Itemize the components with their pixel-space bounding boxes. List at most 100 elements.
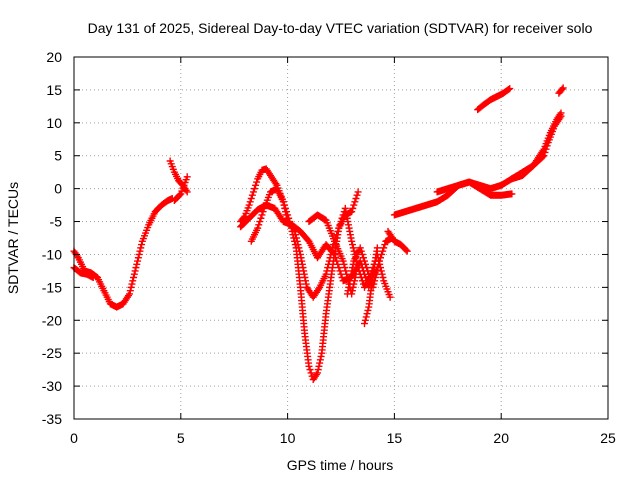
data-point [349,204,357,212]
data-point [258,211,266,219]
data-point [134,254,142,262]
y-tick-label: -15 [42,279,62,295]
data-point [541,148,549,156]
data-series [247,185,362,301]
data-point [361,316,369,324]
data-point [279,198,287,206]
data-point [348,208,356,216]
data-point [183,173,191,181]
x-tick-label: 20 [493,430,509,446]
data-point [252,181,260,189]
y-axis-label: SDTVAR / TECUs [5,182,21,294]
data-point [305,362,313,370]
data-points [70,84,567,384]
data-point [327,250,335,258]
data-series [170,173,191,204]
data-point [131,267,139,275]
data-point [362,260,370,268]
data-point [291,227,299,235]
data-point [127,283,135,291]
data-point [334,260,342,268]
data-point [373,244,381,252]
x-tick-label: 15 [387,430,403,446]
y-tick-label: 0 [54,181,62,197]
data-point [325,257,333,265]
data-point [360,320,368,328]
tick-labels: 0 5 10 15 20 25 -35 -30 -25 -20 -15 -10 -5 0 5 10 15 20 [42,49,616,446]
grid-lines [74,57,608,419]
data-point [294,241,302,249]
data-point [306,366,314,374]
data-point [282,211,290,219]
data-point [290,224,298,232]
chart-title: Day 131 of 2025, Sidereal Day-to-day VTE… [88,20,593,36]
data-point [353,191,361,199]
data-point [386,293,394,301]
data-point [89,273,97,281]
data-point [378,270,386,278]
data-point [380,244,388,252]
data-point [342,267,350,275]
y-tick-label: 10 [46,115,62,131]
data-point [314,369,322,377]
data-point [253,178,261,186]
data-point [176,191,184,199]
data-point [245,201,253,209]
data-point [358,250,366,258]
axis-ticks [73,56,609,420]
data-point [295,244,303,252]
data-point [126,290,134,298]
data-point [340,260,348,268]
y-tick-label: -10 [42,246,62,262]
y-tick-label: -30 [42,378,62,394]
y-tick-label: -25 [42,345,62,361]
data-point [280,201,288,209]
data-point [335,264,343,272]
data-point [246,198,254,206]
data-point [133,260,141,268]
data-point [138,241,146,249]
data-point [132,264,140,272]
data-point [364,267,372,275]
data-point [362,313,370,321]
data-point [328,247,336,255]
data-point [557,112,565,120]
data-point [333,231,341,239]
data-point [360,257,368,265]
data-point [317,352,325,360]
x-tick-label: 25 [600,430,616,446]
data-series [305,211,360,298]
data-point [357,247,365,255]
data-point [379,247,387,255]
y-tick-label: -5 [50,214,63,230]
data-point [364,306,372,314]
data-point [403,247,411,255]
data-point [292,231,300,239]
data-point [296,247,304,255]
data-point [255,221,263,229]
data-point [137,244,145,252]
data-point [316,359,324,367]
data-point [354,188,362,196]
data-point [381,241,389,249]
data-series [508,112,565,183]
y-tick-label: 5 [54,148,62,164]
data-point [542,145,550,153]
data-point [363,310,371,318]
data-point [539,153,547,161]
data-point [130,270,138,278]
data-point [247,195,255,203]
data-point [351,198,359,206]
data-point [259,208,267,216]
data-point [281,208,289,216]
data-point [326,254,334,262]
data-point [307,369,315,377]
data-point [126,287,134,295]
data-point [402,246,410,254]
y-tick-label: 20 [46,49,62,65]
data-point [250,185,258,193]
data-point [379,273,387,281]
data-point [348,237,356,245]
